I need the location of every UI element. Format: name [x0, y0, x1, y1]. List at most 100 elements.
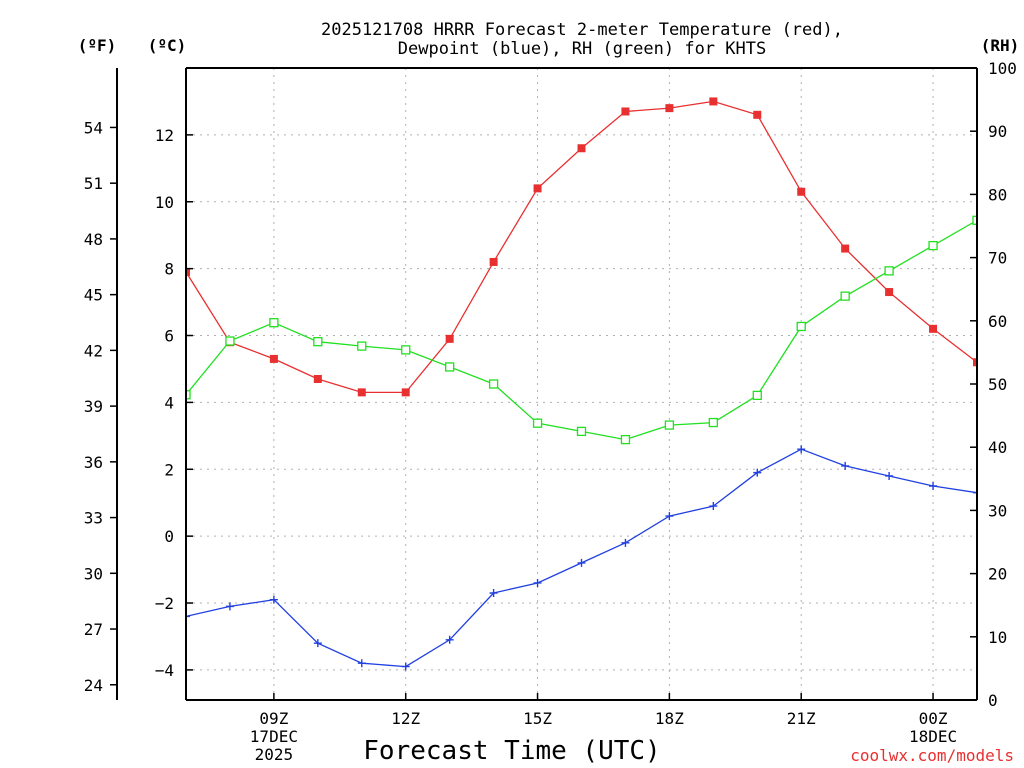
celsius-tick-label: −4	[155, 661, 174, 680]
2-meter-temperature-point	[533, 184, 542, 193]
rh-tick-label: 60	[988, 312, 1007, 331]
2-meter-temperature-point	[973, 358, 977, 367]
celsius-unit-label: (ºC)	[148, 36, 187, 55]
credit-text: coolwx.com/models	[850, 746, 1014, 765]
2-meter-temperature-point	[665, 104, 674, 113]
celsius-tick-label: −2	[155, 594, 174, 613]
celsius-tick-label: 4	[164, 393, 174, 412]
rh-tick-label: 50	[988, 375, 1007, 394]
2-meter-temperature-point	[797, 187, 806, 196]
fahrenheit-tick-label: 33	[84, 509, 103, 528]
rh-tick-label: 20	[988, 565, 1007, 584]
rh-point	[313, 337, 323, 347]
fahrenheit-tick-label: 45	[84, 286, 103, 305]
rh-tick-label: 70	[988, 249, 1007, 268]
dewpoint-point	[929, 481, 938, 490]
dewpoint-point	[885, 471, 894, 480]
dewpoint-point	[357, 659, 366, 668]
2-meter-temperature-point	[1017, 368, 1024, 376]
dewpoint-point	[621, 538, 630, 547]
2-meter-temperature-point	[929, 324, 938, 333]
celsius-tick-label: 0	[164, 527, 174, 546]
x-tick-label: 15Z	[523, 709, 552, 728]
x-axis-label: Forecast Time (UTC)	[363, 736, 660, 766]
celsius-tick-label: 6	[164, 327, 174, 346]
rh-point	[576, 426, 587, 437]
rh-point	[796, 321, 806, 332]
fahrenheit-tick-label: 54	[84, 118, 103, 137]
x-tick-label: 12Z	[391, 709, 420, 728]
chart-frame	[116, 67, 978, 701]
2-meter-temperature-point	[885, 288, 894, 297]
2-meter-temperature-line	[186, 100, 977, 394]
rh-line	[186, 219, 977, 441]
rh-point	[488, 379, 499, 389]
dewpoint-point	[533, 578, 542, 587]
2-meter-temperature-point	[186, 267, 190, 276]
chart-title-line-1: 2025121708 HRRR Forecast 2-meter Tempera…	[321, 20, 843, 40]
rh-tick-label: 30	[988, 501, 1007, 520]
rh-point	[225, 336, 235, 346]
2-meter-temperature-point	[357, 388, 366, 397]
rh-point	[664, 420, 675, 430]
rh-tick-label: 80	[988, 185, 1007, 204]
celsius-tick-label: 12	[155, 126, 174, 145]
rh-point	[884, 266, 894, 276]
rh-group	[186, 215, 977, 445]
dewpoint-point	[489, 588, 498, 597]
x-tick-label: 21Z	[787, 709, 816, 728]
rh-point	[752, 390, 762, 401]
x-tick-label: 2025	[255, 745, 294, 764]
rh-point	[357, 341, 367, 351]
celsius-tick-label: 2	[164, 460, 174, 479]
rh-point	[532, 418, 543, 428]
2-meter-temperature-point	[753, 110, 762, 119]
fahrenheit-tick-label: 27	[84, 620, 103, 639]
x-tick-label: 09Z	[259, 709, 288, 728]
rh-tick-label: 0	[988, 691, 998, 710]
2-meter-temperature-group	[186, 97, 1024, 397]
2-meter-temperature-point	[841, 244, 850, 253]
dewpoint-point	[401, 662, 410, 671]
dewpoint-point	[313, 639, 322, 648]
rh-point	[269, 318, 279, 328]
dewpoint-point	[797, 445, 806, 454]
fahrenheit-unit-label: (ºF)	[78, 36, 117, 55]
2-meter-temperature-point	[313, 374, 322, 383]
2-meter-temperature-point	[401, 388, 410, 397]
rh-tick-label: 100	[988, 59, 1017, 78]
dewpoint-point	[665, 512, 674, 521]
rh-point	[186, 390, 191, 400]
x-tick-label: 17DEC	[250, 727, 298, 746]
fahrenheit-tick-label: 30	[84, 564, 103, 583]
chart-title-line-2: Dewpoint (blue), RH (green) for KHTS	[398, 39, 766, 59]
rh-point	[928, 240, 938, 251]
x-tick-label: 18Z	[655, 709, 684, 728]
fahrenheit-tick-label: 48	[84, 230, 103, 249]
rh-point	[840, 291, 850, 301]
rh-tick-label: 40	[988, 438, 1007, 457]
2-meter-temperature-point	[269, 354, 278, 363]
series-lines	[186, 97, 1024, 671]
dewpoint-line	[186, 448, 977, 668]
fahrenheit-tick-label: 24	[84, 676, 103, 695]
dewpoint-point	[1017, 492, 1024, 500]
rh-point	[445, 362, 455, 372]
dewpoint-group	[186, 445, 1024, 671]
fahrenheit-tick-label: 39	[84, 397, 103, 416]
fahrenheit-tick-label: 42	[84, 341, 103, 360]
2-meter-temperature-point	[577, 144, 586, 153]
rh-point	[401, 345, 411, 355]
dewpoint-point	[577, 558, 586, 567]
fahrenheit-tick-label: 51	[84, 174, 103, 193]
dewpoint-point	[445, 635, 454, 644]
2-meter-temperature-point	[709, 97, 718, 106]
2-meter-temperature-point	[489, 257, 498, 266]
x-tick-label: 18DEC	[909, 727, 957, 746]
rh-tick-label: 10	[988, 628, 1007, 647]
celsius-tick-label: 8	[164, 260, 174, 279]
dewpoint-point	[225, 602, 234, 611]
celsius-tick-label: 10	[155, 193, 174, 212]
